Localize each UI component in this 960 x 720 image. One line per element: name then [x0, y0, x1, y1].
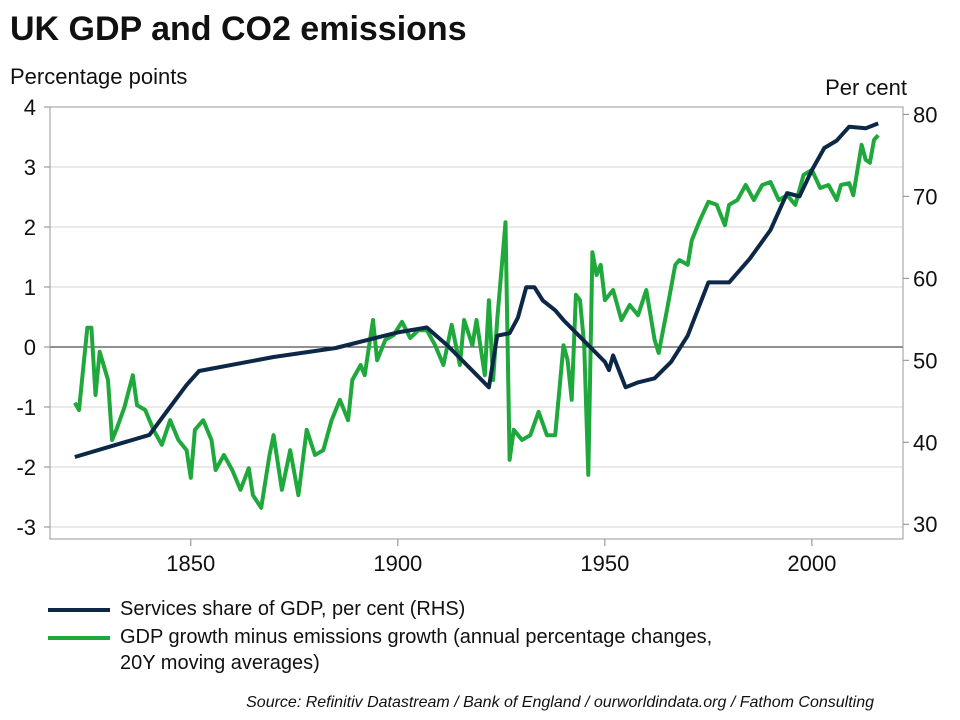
y-axis-label: Percentage points — [10, 64, 187, 89]
legend-item: Services share of GDP, per cent (RHS) — [48, 596, 748, 622]
legend-swatch — [48, 608, 110, 612]
x-tick-label: 1950 — [580, 551, 629, 576]
y-tick-label: 2 — [24, 215, 36, 240]
y2-tick-label: 80 — [913, 102, 937, 127]
chart: UK GDP and CO2 emissions Percentage poin… — [10, 10, 937, 576]
y2-tick-label: 70 — [913, 184, 937, 209]
y-tick-label: 4 — [24, 95, 36, 120]
x-tick-label: 2000 — [787, 551, 836, 576]
y-tick-label: -1 — [16, 395, 36, 420]
source-note: Source: Refinitiv Datastream / Bank of E… — [246, 694, 874, 711]
y2-tick-label: 60 — [913, 266, 937, 291]
y-tick-label: -3 — [16, 515, 36, 540]
series-line — [73, 133, 880, 510]
y-tick-label: -2 — [16, 455, 36, 480]
y-tick-label: 0 — [24, 335, 36, 360]
legend-swatch — [48, 636, 110, 640]
y-tick-label: 1 — [24, 275, 36, 300]
legend-label: GDP growth minus emissions growth (annua… — [120, 626, 713, 674]
y2-tick-label: 30 — [913, 512, 937, 537]
y2-tick-label: 50 — [913, 348, 937, 373]
x-tick-label: 1900 — [373, 551, 422, 576]
legend: Services share of GDP, per cent (RHS) GDP… — [48, 596, 748, 678]
chart-title: UK GDP and CO2 emissions — [10, 10, 467, 48]
legend-item: GDP growth minus emissions growth (annua… — [48, 624, 748, 676]
y-tick-label: 3 — [24, 155, 36, 180]
y2-tick-label: 40 — [913, 430, 937, 455]
y2-axis-label: Per cent — [825, 75, 907, 100]
x-tick-label: 1850 — [166, 551, 215, 576]
legend-label: Services share of GDP, per cent (RHS) — [120, 598, 466, 620]
series-line — [74, 121, 879, 459]
plot-frame — [49, 106, 904, 540]
